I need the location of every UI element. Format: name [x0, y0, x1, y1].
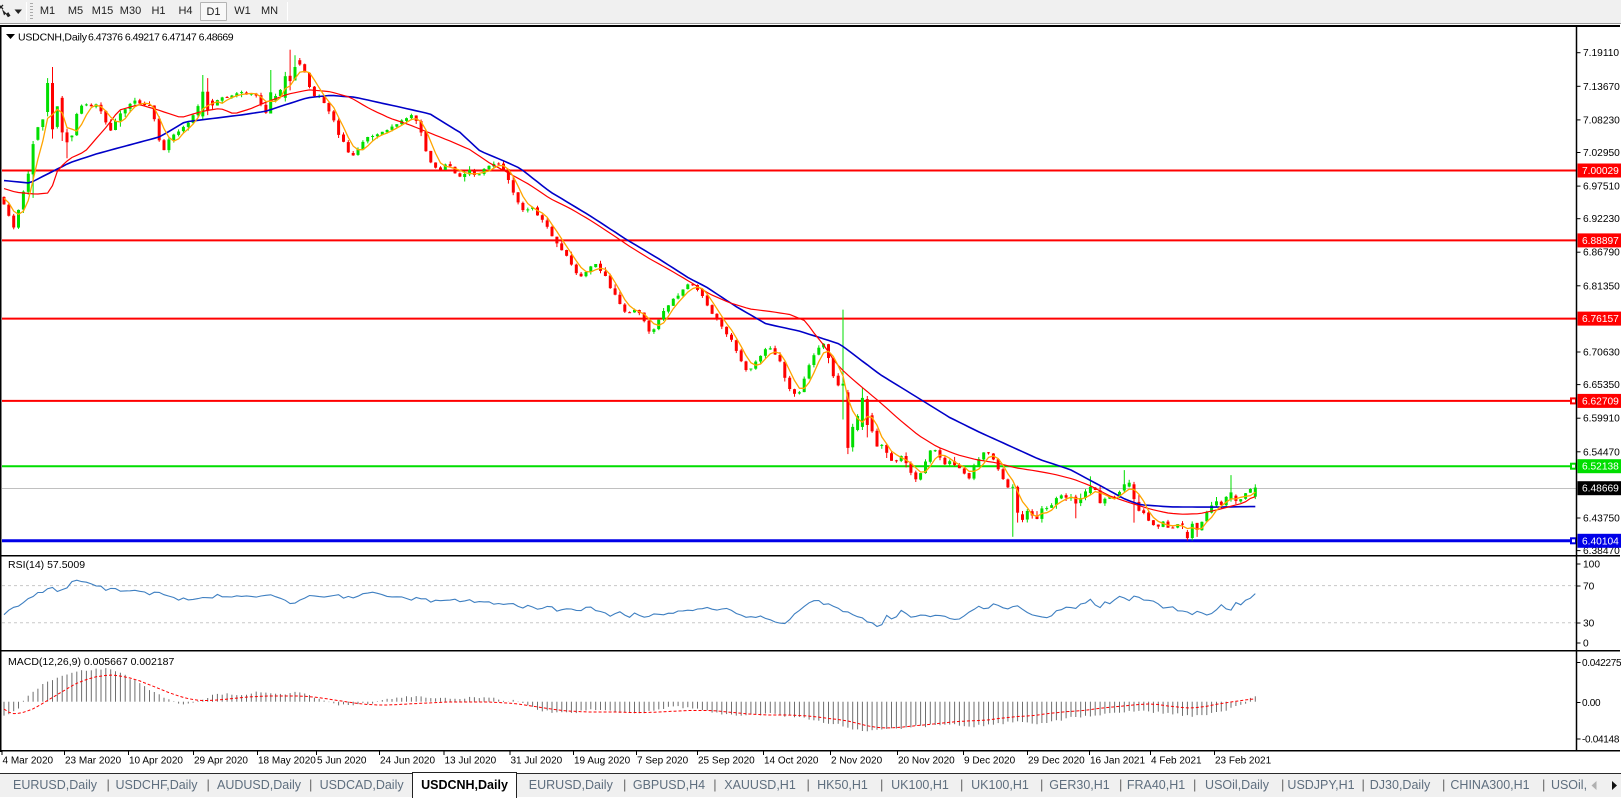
svg-text:100: 100: [1583, 560, 1600, 571]
svg-text:7.02950: 7.02950: [1583, 148, 1620, 159]
svg-text:70: 70: [1583, 582, 1595, 593]
svg-text:20 Nov 2020: 20 Nov 2020: [898, 756, 955, 767]
svg-text:19 Aug 2020: 19 Aug 2020: [574, 756, 631, 767]
svg-text:2 Nov 2020: 2 Nov 2020: [831, 756, 883, 767]
svg-text:6.43750: 6.43750: [1583, 514, 1620, 525]
svg-text:4 Feb 2021: 4 Feb 2021: [1151, 756, 1202, 767]
svg-text:RSI(14) 57.5009: RSI(14) 57.5009: [8, 559, 85, 571]
svg-text:9 Dec 2020: 9 Dec 2020: [964, 756, 1016, 767]
svg-text:0.00: 0.00: [1582, 698, 1601, 709]
svg-text:6.76157: 6.76157: [1582, 314, 1619, 325]
svg-text:6.59910: 6.59910: [1583, 414, 1620, 425]
svg-text:7.00029: 7.00029: [1582, 166, 1619, 177]
svg-text:10 Apr 2020: 10 Apr 2020: [129, 756, 183, 767]
svg-text:30: 30: [1583, 619, 1595, 630]
svg-text:23 Feb 2021: 23 Feb 2021: [1215, 756, 1272, 767]
svg-text:16 Jan 2021: 16 Jan 2021: [1090, 756, 1145, 767]
svg-text:29 Dec 2020: 29 Dec 2020: [1028, 756, 1085, 767]
svg-text:23 Mar 2020: 23 Mar 2020: [65, 756, 122, 767]
svg-text:29 Apr 2020: 29 Apr 2020: [194, 756, 248, 767]
svg-text:6.47376 6.49217 6.47147 6.4866: 6.47376 6.49217 6.47147 6.48669: [88, 32, 234, 44]
svg-text:6.92230: 6.92230: [1583, 214, 1620, 225]
svg-text:6.65350: 6.65350: [1583, 380, 1620, 391]
svg-text:6.88897: 6.88897: [1582, 236, 1619, 247]
svg-text:6.62709: 6.62709: [1582, 396, 1619, 407]
svg-text:14 Oct 2020: 14 Oct 2020: [764, 756, 819, 767]
svg-text:0: 0: [1583, 639, 1589, 650]
svg-text:7.08230: 7.08230: [1583, 115, 1620, 126]
svg-text:4 Mar 2020: 4 Mar 2020: [3, 756, 54, 767]
svg-text:-0.04148: -0.04148: [1582, 735, 1620, 746]
svg-text:6.70630: 6.70630: [1583, 348, 1620, 359]
svg-text:18 May 2020: 18 May 2020: [258, 756, 316, 767]
svg-text:6.97510: 6.97510: [1583, 182, 1620, 193]
svg-text:25 Sep 2020: 25 Sep 2020: [698, 756, 755, 767]
svg-text:MACD(12,26,9) 0.005667 0.00218: MACD(12,26,9) 0.005667 0.002187: [8, 656, 175, 668]
svg-text:6.40104: 6.40104: [1582, 536, 1619, 547]
svg-text:7 Sep 2020: 7 Sep 2020: [637, 756, 689, 767]
svg-text:USDCNH,Daily: USDCNH,Daily: [18, 32, 88, 44]
svg-text:7.19110: 7.19110: [1583, 48, 1619, 59]
svg-text:5 Jun 2020: 5 Jun 2020: [317, 756, 367, 767]
svg-text:31 Jul 2020: 31 Jul 2020: [511, 756, 563, 767]
svg-text:13 Jul 2020: 13 Jul 2020: [445, 756, 497, 767]
svg-text:6.86790: 6.86790: [1583, 248, 1620, 259]
svg-text:6.81350: 6.81350: [1583, 281, 1620, 292]
svg-text:6.48669: 6.48669: [1582, 484, 1619, 495]
svg-text:24 Jun 2020: 24 Jun 2020: [380, 756, 435, 767]
svg-text:6.54470: 6.54470: [1583, 447, 1620, 458]
svg-text:0.042275: 0.042275: [1582, 658, 1621, 669]
svg-text:6.52138: 6.52138: [1582, 462, 1619, 473]
svg-text:7.13670: 7.13670: [1583, 82, 1620, 93]
